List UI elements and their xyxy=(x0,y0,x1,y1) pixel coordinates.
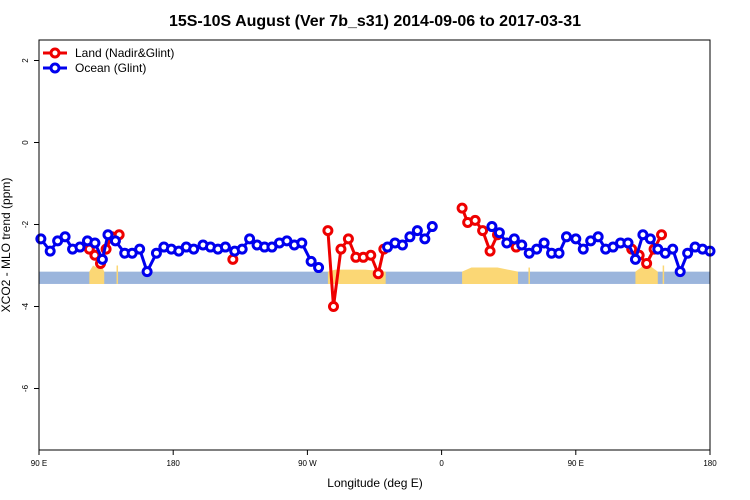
ocean-point xyxy=(134,243,146,255)
x-tick-label: 90 E xyxy=(568,459,584,468)
ocean-point xyxy=(244,233,256,245)
land-point xyxy=(365,249,377,261)
ocean-point xyxy=(313,262,325,274)
legend: Land (Nadir&Glint)Ocean (Glint) xyxy=(43,46,174,75)
ocean-point xyxy=(150,247,162,259)
land-series-line-2 xyxy=(326,230,386,308)
land-point xyxy=(456,202,468,214)
land-point xyxy=(484,245,496,257)
x-tick-label: 180 xyxy=(703,459,717,468)
x-axis-label: Longitude (deg E) xyxy=(327,476,422,490)
ocean-point xyxy=(553,247,565,259)
x-axis: 90 E 180 90 W 0 90 E 180 xyxy=(31,450,717,468)
x-tick-label: 90 W xyxy=(298,459,317,468)
ocean-point xyxy=(44,245,56,257)
ocean-legend-label: Ocean (Glint) xyxy=(75,61,146,75)
ocean-point xyxy=(96,253,108,265)
ocean-point xyxy=(538,237,550,249)
ocean-point xyxy=(305,255,317,267)
ocean-point xyxy=(89,237,101,249)
ocean-point xyxy=(508,233,520,245)
y-tick-label: -4 xyxy=(21,302,30,310)
ocean-point xyxy=(644,233,656,245)
ocean-point xyxy=(188,243,200,255)
land-legend-marker xyxy=(49,47,61,59)
y-axis: 2 0 -2 -4 -6 xyxy=(21,58,39,392)
ocean-point xyxy=(577,243,589,255)
ocean-point xyxy=(236,243,248,255)
land-point xyxy=(477,225,489,237)
ocean-point xyxy=(426,221,438,233)
ocean-point xyxy=(102,229,114,241)
ocean-point xyxy=(296,237,308,249)
ocean-point xyxy=(419,233,431,245)
ocean-point xyxy=(396,239,408,251)
y-tick-label: 2 xyxy=(21,58,30,63)
ocean-point xyxy=(59,231,71,243)
plot-frame xyxy=(38,39,711,451)
ocean-point xyxy=(682,247,694,259)
chart-title: 15S-10S August (Ver 7b_s31) 2014-09-06 t… xyxy=(169,13,581,30)
land-point xyxy=(656,229,668,241)
ocean-point xyxy=(592,231,604,243)
ocean-point xyxy=(109,235,121,247)
land-point xyxy=(342,233,354,245)
ocean-point xyxy=(570,233,582,245)
ocean-point xyxy=(622,237,634,249)
ocean-point xyxy=(486,221,498,233)
ocean-point xyxy=(411,225,423,237)
ocean-point xyxy=(516,239,528,251)
y-tick-label: 0 xyxy=(21,140,30,145)
ocean-point xyxy=(493,227,505,239)
ocean-point xyxy=(629,253,641,265)
land-legend-label: Land (Nadir&Glint) xyxy=(75,46,174,60)
land-point xyxy=(327,301,339,312)
ocean-point xyxy=(219,241,231,253)
x-tick-label: 0 xyxy=(439,459,444,468)
ocean-point xyxy=(531,243,543,255)
ocean-point xyxy=(560,231,572,243)
ocean-series xyxy=(35,221,716,278)
ocean-point xyxy=(404,231,416,243)
land-fill-2 xyxy=(327,269,386,284)
land-point xyxy=(322,225,334,237)
ocean-point xyxy=(35,233,47,245)
y-tick-label: -6 xyxy=(21,384,30,392)
x-tick-label: 180 xyxy=(167,459,181,468)
land-point xyxy=(335,243,347,255)
ocean-point xyxy=(674,266,686,278)
land-point xyxy=(641,257,653,269)
y-axis-label: XCO2 - MLO trend (ppm) xyxy=(0,178,13,313)
ocean-point xyxy=(74,241,86,253)
land-series xyxy=(83,202,668,312)
ocean-point xyxy=(141,266,153,278)
land-point xyxy=(372,268,384,280)
y-tick-label: -2 xyxy=(21,220,30,228)
land-fill-5 xyxy=(635,261,658,284)
x-tick-label: 90 E xyxy=(31,459,47,468)
land-point xyxy=(469,214,481,226)
plot-content xyxy=(35,202,716,312)
land-fill-3 xyxy=(462,267,519,284)
ocean-point xyxy=(667,243,679,255)
ocean-legend-marker xyxy=(49,62,61,74)
